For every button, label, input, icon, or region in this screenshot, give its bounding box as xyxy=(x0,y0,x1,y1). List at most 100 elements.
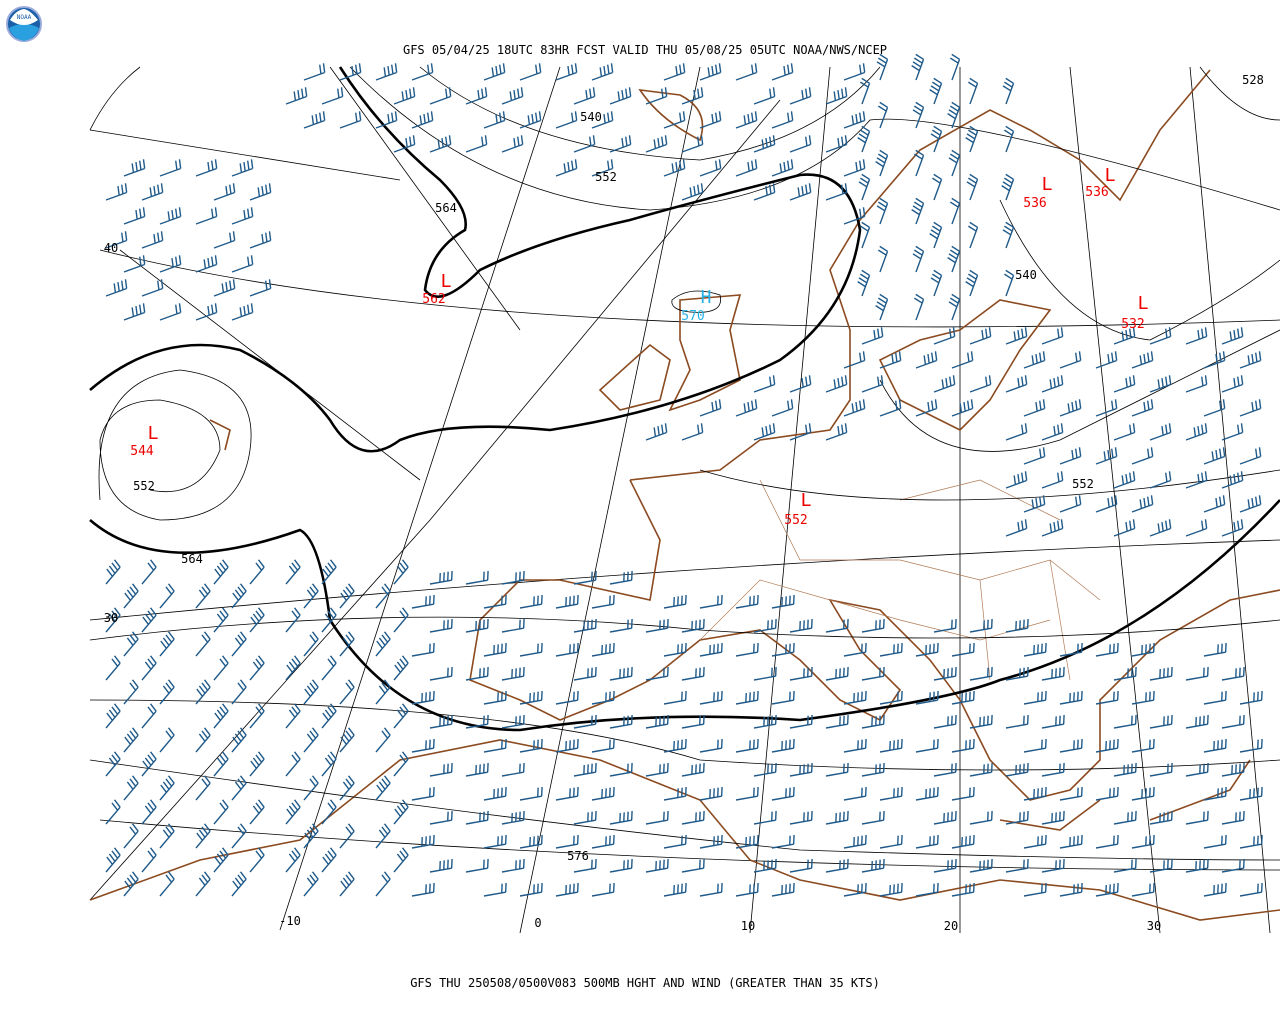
wind-barb xyxy=(465,666,489,681)
wind-barb xyxy=(681,135,704,153)
wind-barb xyxy=(141,607,157,633)
wind-barb xyxy=(753,375,776,393)
wind-barb xyxy=(1041,375,1064,393)
wind-barb xyxy=(123,631,139,657)
wind-barb xyxy=(789,135,812,153)
borders xyxy=(699,479,1101,681)
wind-barb xyxy=(411,786,435,801)
wind-barb xyxy=(141,183,164,201)
wind-barb xyxy=(681,183,704,201)
wind-barb xyxy=(465,714,489,729)
wind-barb xyxy=(1095,738,1119,753)
wind-barb xyxy=(375,111,398,129)
wind-barb xyxy=(213,183,236,201)
wind-barb xyxy=(663,594,687,609)
wind-barb xyxy=(915,834,939,849)
wind-barb xyxy=(573,666,597,681)
wind-barbs xyxy=(105,53,1263,897)
wind-barb xyxy=(609,135,632,153)
wind-barb xyxy=(857,125,871,153)
wind-barb xyxy=(699,882,723,897)
wind-barb xyxy=(321,655,337,681)
wind-barb xyxy=(285,799,301,825)
wind-barb xyxy=(843,399,866,417)
wind-barb xyxy=(1203,642,1227,657)
wind-barb xyxy=(950,197,961,225)
wind-barb xyxy=(411,882,435,897)
wind-barb xyxy=(339,583,355,609)
wind-barb xyxy=(1059,834,1083,849)
wind-barb xyxy=(609,570,633,585)
contour-label: 528 xyxy=(1242,73,1264,87)
wind-barb xyxy=(663,159,686,177)
wind-barb xyxy=(231,727,247,753)
wind-barb xyxy=(1203,690,1227,705)
wind-barb xyxy=(699,63,722,81)
wind-barb xyxy=(771,690,795,705)
wind-barb xyxy=(339,775,355,801)
wind-barb xyxy=(951,834,975,849)
wind-barb xyxy=(879,351,902,369)
wind-barb xyxy=(1221,714,1245,729)
wind-barb xyxy=(285,87,308,105)
wind-barb xyxy=(645,135,668,153)
wind-barb xyxy=(159,727,175,753)
wind-barb xyxy=(915,642,939,657)
wind-barb xyxy=(735,834,759,849)
wind-barb xyxy=(123,159,146,177)
wind-barb xyxy=(105,183,128,201)
wind-barb xyxy=(1185,519,1208,537)
wind-barb xyxy=(699,399,722,417)
wind-barb xyxy=(1095,690,1119,705)
wind-barb xyxy=(285,607,301,633)
wind-barb xyxy=(969,666,993,681)
wind-barb xyxy=(879,786,903,801)
wind-barb xyxy=(591,882,615,897)
wind-barb xyxy=(465,810,489,825)
wind-barb xyxy=(123,207,146,225)
wind-barb xyxy=(933,618,957,633)
wind-barb xyxy=(465,135,488,153)
wind-barb xyxy=(1005,327,1028,345)
wind-barb xyxy=(825,762,849,777)
wind-barb xyxy=(771,738,795,753)
wind-barb xyxy=(105,703,121,729)
wind-barb xyxy=(912,101,925,129)
wind-barb xyxy=(825,375,848,393)
wind-barb xyxy=(339,111,362,129)
wind-barb xyxy=(771,399,794,417)
wind-barb xyxy=(1005,666,1029,681)
wind-barb xyxy=(1131,399,1154,417)
wind-barb xyxy=(429,810,453,825)
wind-barb xyxy=(735,882,759,897)
wind-barb xyxy=(213,847,229,873)
wind-barb xyxy=(1095,495,1118,513)
contour-label: 540 xyxy=(580,110,602,124)
wind-barb xyxy=(861,858,885,873)
wind-barb xyxy=(159,583,175,609)
wind-barb xyxy=(857,269,871,297)
wind-barb xyxy=(1221,666,1245,681)
wind-barb xyxy=(968,221,979,249)
wind-barb xyxy=(914,293,925,321)
wind-barb xyxy=(681,714,705,729)
wind-barb xyxy=(735,111,758,129)
contour-label: 552 xyxy=(595,170,617,184)
wind-barb xyxy=(1023,738,1047,753)
wind-barb xyxy=(501,570,525,585)
wind-barb xyxy=(1095,351,1118,369)
wind-barb xyxy=(1041,714,1065,729)
grid-labels: 40 30 -10 0 10 20 30 xyxy=(104,241,1161,933)
wind-barb xyxy=(753,858,777,873)
wind-barb xyxy=(645,714,669,729)
wind-barb xyxy=(735,399,758,417)
wind-barb xyxy=(609,87,632,105)
wind-barb xyxy=(1113,810,1137,825)
wind-barb xyxy=(339,823,355,849)
wind-barb xyxy=(429,618,453,633)
wind-barb xyxy=(231,679,247,705)
wind-barb xyxy=(1113,471,1136,489)
wind-barb xyxy=(393,847,409,873)
wind-barb xyxy=(483,111,506,129)
wind-barb xyxy=(393,87,416,105)
